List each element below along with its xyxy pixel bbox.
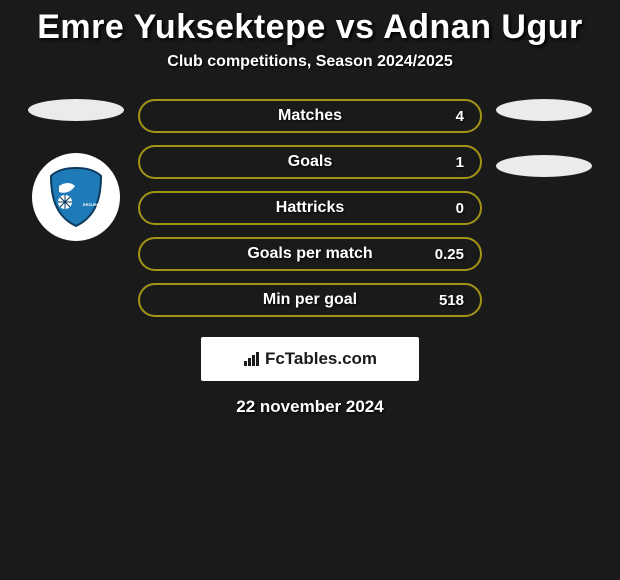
main-row: ERZURUMSPOR Matches 4 Goals 1 Hattricks … [0, 99, 620, 317]
svg-text:ERZURUMSPOR: ERZURUMSPOR [83, 202, 111, 207]
watermark: FcTables.com [201, 337, 419, 381]
stat-value: 1 [456, 154, 464, 171]
stat-bar-matches: Matches 4 [138, 99, 482, 133]
stat-label: Hattricks [276, 199, 344, 217]
stat-bar-hattricks: Hattricks 0 [138, 191, 482, 225]
left-column: ERZURUMSPOR [26, 99, 126, 241]
stat-bar-gpm: Goals per match 0.25 [138, 237, 482, 271]
stat-bar-mpg: Min per goal 518 [138, 283, 482, 317]
stats-column: Matches 4 Goals 1 Hattricks 0 Goals per … [138, 99, 482, 317]
stat-value: 0 [456, 200, 464, 217]
date-label: 22 november 2024 [0, 397, 620, 417]
stat-value: 518 [439, 292, 464, 309]
team-logo-left: ERZURUMSPOR [32, 153, 120, 241]
page-title: Emre Yuksektepe vs Adnan Ugur [0, 8, 620, 47]
stat-value: 4 [456, 108, 464, 125]
stat-value: 0.25 [435, 246, 464, 263]
placeholder-ellipse [28, 99, 124, 121]
chart-icon [243, 351, 261, 367]
placeholder-ellipse [496, 99, 592, 121]
stat-label: Matches [278, 107, 342, 125]
placeholder-ellipse [496, 155, 592, 177]
shield-icon: ERZURUMSPOR [41, 162, 111, 232]
stat-label: Min per goal [263, 291, 357, 309]
subtitle: Club competitions, Season 2024/2025 [0, 53, 620, 71]
comparison-card: Emre Yuksektepe vs Adnan Ugur Club compe… [0, 0, 620, 417]
stat-bar-goals: Goals 1 [138, 145, 482, 179]
stat-label: Goals [288, 153, 332, 171]
watermark-text: FcTables.com [265, 349, 377, 369]
stat-label: Goals per match [247, 245, 372, 263]
right-column [494, 99, 594, 177]
